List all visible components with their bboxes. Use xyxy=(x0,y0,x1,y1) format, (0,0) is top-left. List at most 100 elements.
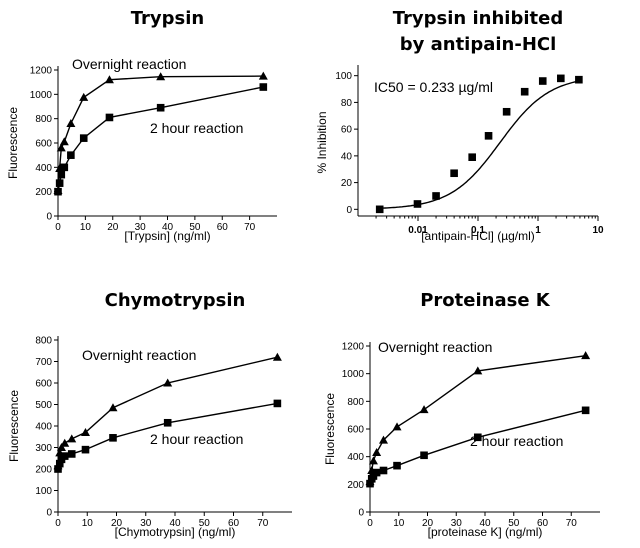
annotation: Overnight reaction xyxy=(378,339,492,355)
square-marker xyxy=(54,465,62,473)
x-tick-label: 70 xyxy=(566,518,578,529)
x-axis-label: [antipain-HCl] (µg/ml) xyxy=(421,229,535,243)
x-axis-label: [proteinase K] (ng/ml) xyxy=(428,525,543,539)
square-marker xyxy=(259,83,268,91)
x-tick-label: 30 xyxy=(135,222,147,233)
square-marker xyxy=(468,153,476,161)
series-line xyxy=(57,86,264,192)
annotation: Overnight reaction xyxy=(72,56,186,72)
x-tick-label: 30 xyxy=(140,518,152,529)
square-marker xyxy=(105,113,114,122)
square-marker xyxy=(474,433,482,442)
panel-trypsin-inhibited: Trypsin inhibited by antipain-HCl 0 20 40 60 8… xyxy=(315,8,604,243)
chart-title: Trypsin xyxy=(131,8,205,29)
square-marker xyxy=(450,169,458,178)
square-marker xyxy=(81,445,90,454)
square-marker xyxy=(60,163,69,172)
y-tick-label: 0 xyxy=(46,508,52,519)
chart-title: Trypsin inhibited xyxy=(393,8,563,29)
square-marker xyxy=(379,466,388,475)
triangle-marker xyxy=(66,119,76,128)
square-marker xyxy=(557,74,565,83)
square-marker xyxy=(273,399,282,408)
square-marker xyxy=(156,103,165,112)
y-tick-label: 1200 xyxy=(342,342,365,353)
triangle-marker xyxy=(59,137,69,146)
y-tick-label: 1000 xyxy=(342,369,365,380)
triangle-marker xyxy=(108,403,118,412)
triangle-marker xyxy=(272,352,282,361)
y-tick-label: 80 xyxy=(341,98,353,109)
x-tick-label: 30 xyxy=(451,518,463,529)
x-tick-label: 0 xyxy=(55,518,61,529)
y-tick-label: 700 xyxy=(35,357,52,368)
square-marker xyxy=(55,179,64,187)
square-marker xyxy=(79,134,88,142)
triangle-marker xyxy=(379,435,389,444)
x-tick-label: 10 xyxy=(80,222,92,233)
y-tick-label: 800 xyxy=(35,114,52,125)
square-marker xyxy=(54,187,62,196)
annotation: 2 hour reaction xyxy=(150,120,243,136)
x-tick-label: 10 xyxy=(82,518,94,529)
triangle-marker xyxy=(156,72,166,81)
y-tick-label: 200 xyxy=(35,187,52,198)
y-tick-label: 500 xyxy=(35,400,52,411)
y-tick-label: 600 xyxy=(347,425,364,436)
square-marker xyxy=(538,77,547,85)
chart-title: Proteinase K xyxy=(420,290,551,311)
x-tick-label: 60 xyxy=(228,518,240,529)
square-marker xyxy=(432,192,440,200)
triangle-marker xyxy=(80,427,90,436)
y-tick-label: 20 xyxy=(341,178,353,189)
x-tick-label: 1 xyxy=(535,225,541,236)
triangle-marker xyxy=(56,143,66,152)
y-axis-label: Fluorescence xyxy=(7,390,21,462)
square-marker xyxy=(163,418,172,427)
fit-curve xyxy=(378,79,582,209)
y-tick-label: 400 xyxy=(347,452,364,463)
panel-trypsin: Trypsin 0 200 400 600 800 1000 1200 0 10 20 30 40 50 6… xyxy=(6,8,277,243)
triangle-marker xyxy=(104,75,114,84)
x-tick-label: 60 xyxy=(537,518,549,529)
x-tick-label: 20 xyxy=(111,518,123,529)
triangle-marker xyxy=(79,92,89,101)
triangle-marker xyxy=(258,71,268,80)
x-tick-label: 20 xyxy=(422,518,434,529)
y-tick-label: 0 xyxy=(346,205,352,216)
x-tick-label: 0.1 xyxy=(471,225,485,236)
x-tick-label: 10 xyxy=(393,518,405,529)
square-marker xyxy=(57,170,66,179)
y-tick-label: 800 xyxy=(35,336,52,347)
y-tick-label: 600 xyxy=(35,139,52,150)
triangle-marker xyxy=(67,434,77,443)
y-tick-label: 400 xyxy=(35,163,52,174)
triangle-marker xyxy=(368,456,378,465)
square-marker xyxy=(109,434,117,442)
y-tick-label: 100 xyxy=(35,486,52,497)
triangle-marker xyxy=(419,405,429,414)
triangle-marker xyxy=(163,378,173,387)
y-tick-label: 0 xyxy=(46,212,52,223)
triangle-marker xyxy=(57,443,67,451)
x-tick-label: 10 xyxy=(592,225,604,236)
x-tick-label: 40 xyxy=(162,222,174,233)
square-marker xyxy=(67,450,76,458)
y-tick-label: 800 xyxy=(347,397,364,408)
x-tick-label: 0 xyxy=(367,518,373,529)
square-marker xyxy=(581,406,590,415)
square-marker xyxy=(372,468,381,477)
triangle-marker xyxy=(392,422,402,431)
x-tick-label: 50 xyxy=(189,222,201,233)
x-tick-label: 70 xyxy=(257,518,269,529)
panel-proteinase-k: Proteinase K 0 200 400 600 800 1000 1200 0 10 20 30… xyxy=(323,290,600,539)
chart-title: Chymotrypsin xyxy=(105,290,246,311)
chart-title: by antipain-HCl xyxy=(400,34,557,55)
y-tick-label: 1200 xyxy=(30,66,53,77)
square-marker xyxy=(413,200,422,208)
square-marker xyxy=(366,479,374,488)
square-marker xyxy=(420,451,428,460)
y-tick-label: 600 xyxy=(35,379,52,390)
x-tick-label: 0 xyxy=(55,222,61,233)
triangle-marker xyxy=(60,438,70,447)
